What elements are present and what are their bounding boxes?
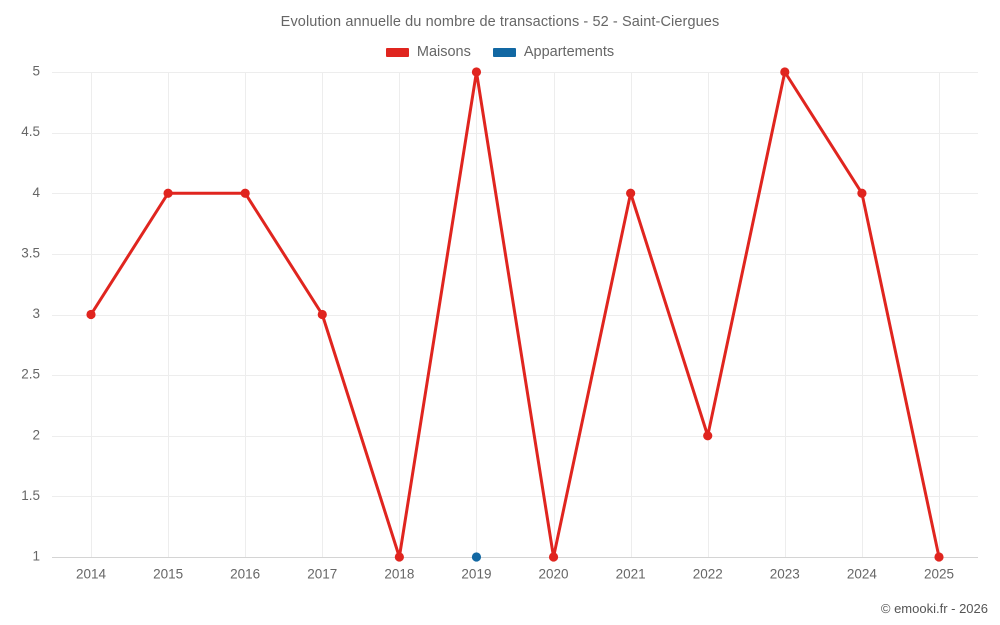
data-point-marker: [857, 188, 867, 198]
y-axis-tick-label: 1.5: [21, 488, 40, 503]
data-point-marker: [626, 188, 636, 198]
x-axis-tick-label: 2022: [693, 567, 723, 582]
legend-swatch-appartements-icon: [492, 47, 516, 57]
x-axis-tick-label: 2021: [616, 567, 646, 582]
x-axis-tick-label: 2017: [307, 567, 337, 582]
legend-label-maisons: Maisons: [416, 44, 471, 60]
y-axis-tick-label: 2: [32, 427, 40, 442]
y-axis-tick-label: 4: [32, 185, 40, 200]
data-point-marker: [317, 309, 327, 320]
legend-swatch-maisons-icon: [385, 47, 409, 57]
copyright-text: © emooki.fr - 2026: [880, 601, 988, 616]
y-axis-tick-label: 1: [32, 549, 40, 564]
legend-label-appartements: Appartements: [523, 44, 615, 60]
data-point-marker: [471, 552, 482, 562]
x-axis-tick-label: 2015: [153, 567, 183, 582]
x-axis-tick-label: 2019: [461, 567, 491, 582]
data-point-marker: [703, 431, 713, 441]
series-line: [89, 70, 941, 559]
x-axis-tick-label: 2024: [847, 567, 878, 582]
data-series-layer: [86, 67, 944, 562]
data-point-marker: [934, 552, 944, 562]
y-axis-tick-label: 3.5: [21, 245, 40, 260]
x-axis-tick-label: 2014: [76, 567, 107, 582]
x-axis-tick-label: 2018: [384, 567, 414, 582]
y-axis-tick-labels: 1 1.5 2 2.5 3 3.5 4 4.5 5: [21, 64, 40, 564]
data-point-marker: [86, 309, 96, 320]
data-point-marker: [471, 67, 482, 77]
y-axis-tick-label: 3: [32, 306, 40, 321]
legend-item-maisons[interactable]: Maisons: [385, 44, 471, 60]
series-appartements: [471, 552, 482, 562]
data-point-marker: [548, 552, 559, 562]
data-point-marker: [394, 552, 404, 562]
x-axis-tick-label: 2020: [539, 567, 569, 582]
data-point-marker: [163, 188, 173, 198]
legend-item-appartements[interactable]: Appartements: [492, 44, 615, 60]
x-axis-tick-label: 2016: [230, 567, 260, 582]
chart-title: Evolution annuelle du nombre de transact…: [280, 14, 720, 30]
x-axis-tick-labels: 2014 2015 2016 2017 2018 2019 2020 2021 2022 2023…: [76, 567, 954, 582]
axis-layer: [52, 72, 978, 558]
data-point-marker: [780, 67, 790, 77]
data-point-marker: [240, 188, 250, 198]
y-axis-tick-label: 5: [32, 64, 40, 79]
x-axis-tick-label: 2025: [924, 567, 954, 582]
series-maisons: [86, 67, 944, 562]
x-axis-tick-label: 2023: [770, 567, 800, 582]
y-axis-tick-label: 4.5: [21, 124, 40, 139]
chart-legend: Maisons Appartements: [0, 44, 1000, 60]
y-axis-tick-label: 2.5: [21, 367, 40, 382]
